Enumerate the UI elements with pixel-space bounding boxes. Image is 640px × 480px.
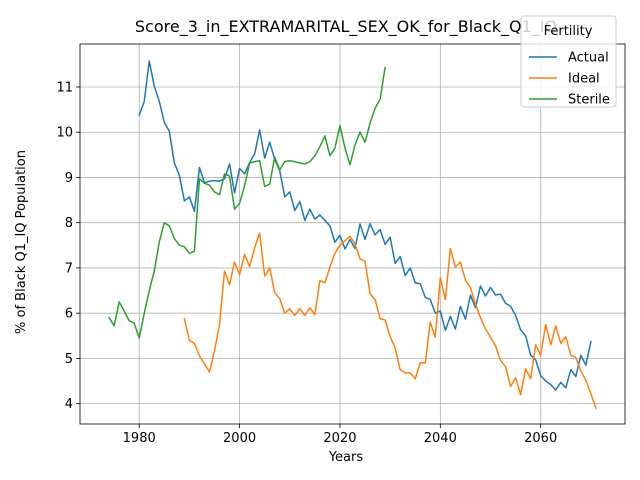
- series-line-actual: [138, 60, 592, 391]
- series-line-ideal: [183, 232, 597, 410]
- y-axis-label: % of Black Q1_IQ Population: [14, 150, 29, 334]
- y-tick-label: 6: [65, 307, 73, 322]
- y-axis-ticks: 4 5 6 7 8 9 10 11: [56, 80, 80, 412]
- y-tick-label: 5: [65, 352, 73, 367]
- x-axis-label: Years: [328, 450, 364, 465]
- legend-label-actual: Actual: [568, 51, 609, 66]
- x-tick-label: 2020: [323, 431, 356, 446]
- x-axis-ticks: 1980 2000 2020 2040 2060: [123, 424, 557, 446]
- legend-title: Fertility: [544, 24, 593, 39]
- series-line-sterile: [108, 66, 386, 339]
- x-tick-label: 1980: [123, 431, 156, 446]
- legend-label-ideal: Ideal: [568, 72, 600, 87]
- plot-frame: [79, 43, 626, 425]
- y-tick-label: 9: [65, 171, 73, 186]
- y-tick-label: 8: [65, 216, 73, 231]
- legend: Fertility Actual Ideal Sterile: [520, 15, 617, 108]
- grid-lines: [80, 44, 625, 424]
- series-lines: [108, 60, 597, 410]
- y-tick-label: 10: [56, 126, 73, 141]
- y-tick-label: 7: [65, 261, 73, 276]
- x-tick-label: 2000: [223, 431, 256, 446]
- x-tick-label: 2040: [424, 431, 457, 446]
- y-tick-label: 11: [56, 80, 73, 95]
- y-tick-label: 4: [65, 397, 73, 412]
- legend-label-sterile: Sterile: [568, 93, 610, 108]
- x-tick-label: 2060: [524, 431, 557, 446]
- chart-title: Score_3_in_EXTRAMARITAL_SEX_OK_for_Black…: [135, 17, 557, 37]
- legend-box: [520, 15, 617, 108]
